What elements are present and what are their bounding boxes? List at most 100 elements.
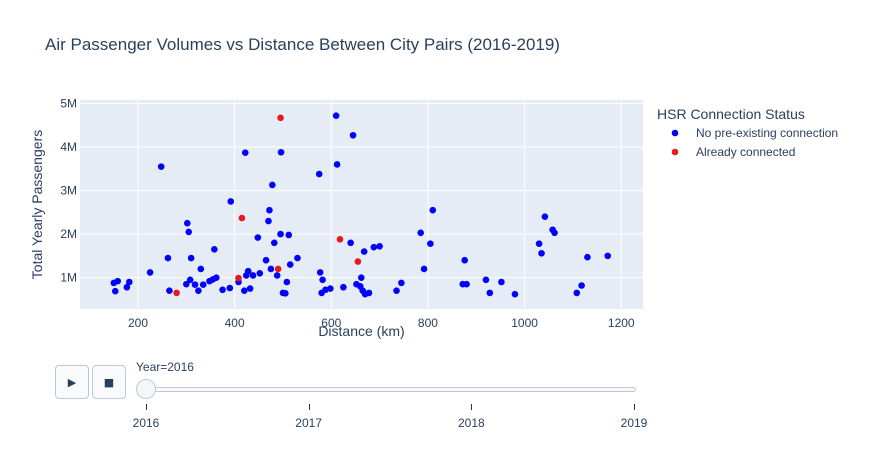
data-point xyxy=(244,267,252,275)
slider-handle[interactable] xyxy=(136,379,156,399)
legend-label: No pre-existing connection xyxy=(696,126,838,140)
data-point xyxy=(125,278,133,286)
data-point xyxy=(336,236,344,243)
data-point xyxy=(238,214,246,222)
data-point xyxy=(246,285,254,292)
slider-track[interactable] xyxy=(146,387,636,392)
stop-icon: ■ xyxy=(103,375,115,389)
data-point xyxy=(249,272,257,279)
stop-button[interactable]: ■ xyxy=(92,365,126,399)
y-tick-label: 4M xyxy=(60,140,77,154)
x-tick-label: 200 xyxy=(128,316,148,330)
data-point xyxy=(538,249,545,257)
data-point xyxy=(347,239,354,247)
slider-step-tick xyxy=(471,404,473,410)
data-point xyxy=(146,269,154,276)
data-point xyxy=(461,256,468,264)
data-point xyxy=(551,229,558,237)
data-point xyxy=(269,181,276,189)
data-point xyxy=(283,278,291,286)
data-point xyxy=(340,283,347,291)
legend-marker xyxy=(671,148,679,156)
legend-marker xyxy=(671,129,679,137)
y-tick-label: 5M xyxy=(60,96,77,110)
slider-step-label[interactable]: 2017 xyxy=(295,416,323,430)
data-point xyxy=(511,290,519,298)
data-point xyxy=(429,206,437,214)
data-point xyxy=(282,290,289,297)
legend-label: Already connected xyxy=(696,145,795,159)
data-point xyxy=(256,269,264,277)
data-point xyxy=(197,265,205,273)
x-tick-label: 1000 xyxy=(511,316,538,330)
data-point xyxy=(241,287,248,295)
data-point xyxy=(420,265,428,273)
data-point xyxy=(573,289,581,297)
data-point xyxy=(286,261,294,268)
y-axis-title: Total Yearly Passengers xyxy=(29,130,45,279)
play-button[interactable]: ▶ xyxy=(55,365,89,399)
slider-step-label[interactable]: 2019 xyxy=(620,416,648,430)
slider-step-tick xyxy=(308,404,310,410)
data-point xyxy=(235,274,242,282)
data-point xyxy=(185,228,193,236)
data-point xyxy=(486,289,494,297)
data-point xyxy=(370,243,378,251)
data-point xyxy=(266,206,273,214)
data-point xyxy=(270,239,278,247)
data-point xyxy=(376,243,383,250)
slider-step-label[interactable]: 2016 xyxy=(132,416,160,430)
x-tick-label: 1200 xyxy=(608,316,635,330)
data-point xyxy=(277,114,284,122)
x-axis-title: Distance (km) xyxy=(318,323,404,339)
plot-area xyxy=(80,100,643,309)
data-point xyxy=(199,281,207,288)
data-point xyxy=(114,277,121,285)
data-point xyxy=(173,289,180,297)
data-point xyxy=(498,278,505,286)
data-point xyxy=(578,282,585,289)
data-point xyxy=(183,219,191,227)
x-tick-label: 800 xyxy=(418,316,438,330)
data-point xyxy=(157,163,165,170)
data-point xyxy=(183,280,190,288)
legend: HSR Connection Status No pre-existing co… xyxy=(657,106,838,159)
play-icon: ▶ xyxy=(67,375,77,389)
data-point xyxy=(265,217,272,225)
data-point xyxy=(227,198,235,205)
data-point xyxy=(211,246,218,253)
data-points xyxy=(110,112,612,298)
data-point xyxy=(417,229,424,237)
slider-step-label[interactable]: 2018 xyxy=(457,416,485,430)
data-point xyxy=(393,287,400,295)
legend-title: HSR Connection Status xyxy=(657,106,805,122)
data-point xyxy=(267,265,275,273)
slider-step-tick xyxy=(146,404,147,410)
data-point xyxy=(463,280,470,288)
data-point xyxy=(427,240,434,247)
data-point xyxy=(186,276,194,284)
data-point xyxy=(262,256,270,264)
y-axis-ticks: 1M 2M 3M 4M 5M xyxy=(60,96,77,284)
data-point xyxy=(277,230,284,238)
data-point xyxy=(226,284,234,292)
data-point xyxy=(354,258,362,265)
data-point xyxy=(166,287,173,295)
data-point xyxy=(357,274,365,281)
data-point xyxy=(294,254,301,262)
data-point xyxy=(219,286,226,294)
data-point xyxy=(319,276,326,284)
x-tick-label: 400 xyxy=(225,316,245,330)
data-point xyxy=(187,254,195,262)
data-point xyxy=(212,274,220,281)
data-point xyxy=(164,254,172,262)
data-point xyxy=(195,287,202,295)
x-axis-ticks: 200 400 600 800 1000 1200 xyxy=(128,316,635,330)
chart-title: Air Passenger Volumes vs Distance Betwee… xyxy=(45,35,560,54)
data-point xyxy=(274,265,282,273)
data-point xyxy=(273,272,281,279)
data-point xyxy=(285,231,293,239)
data-point xyxy=(360,248,368,255)
data-point xyxy=(315,170,323,178)
